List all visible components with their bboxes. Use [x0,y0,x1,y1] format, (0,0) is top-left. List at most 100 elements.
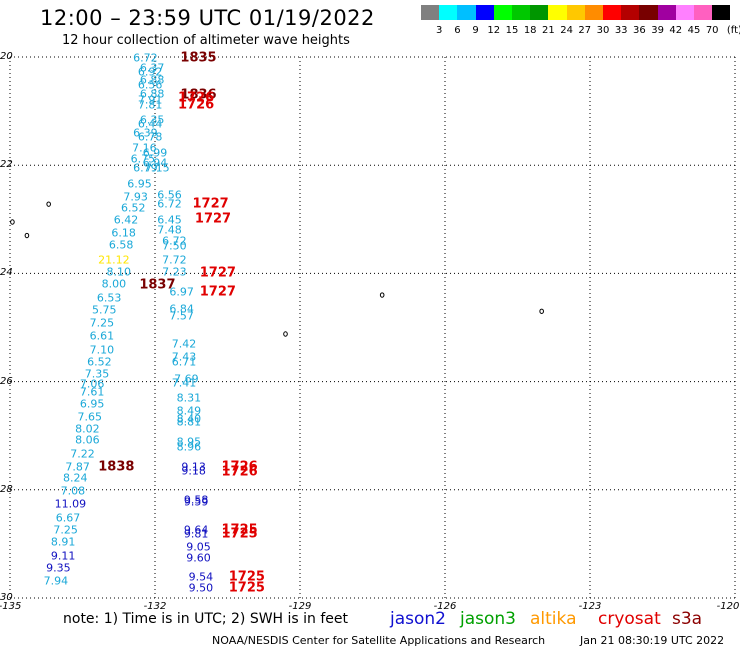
wave-height-label: 9.13 [181,460,206,474]
wave-height-label: 9.05 [186,540,211,554]
wave-height-label: 6.37 [139,61,165,75]
lat-tick-label: 20 [0,51,13,62]
legend-label: 18 [523,25,537,36]
legend-swatch [548,5,567,20]
wave-height-label: 7.15 [145,161,170,175]
wave-height-label: 9.50 [188,581,214,595]
legend-swatch [694,5,713,20]
wave-height-label: 8.81 [176,415,202,429]
legend-swatch [421,5,440,20]
pass-time-label: 1727 [199,265,236,281]
wave-height-label: 9.54 [188,570,214,584]
wave-height-label: 7.69 [174,372,199,386]
legend-label: 3 [436,25,443,36]
wave-height-label: 6.42 [113,213,139,227]
legend-label: 24 [560,25,573,36]
wave-height-label: 8.95 [176,435,202,449]
legend-swatch [457,5,476,20]
generated-timestamp: Jan 21 08:30:19 UTC 2022 [580,634,725,647]
pass-time-label: 1835 [180,50,217,66]
wave-height-label: 6.18 [111,226,136,240]
legend-label: 70 [705,25,719,36]
legend-swatch [584,5,603,20]
legend-swatch [512,5,531,20]
legend-swatch [603,5,622,20]
wave-height-label: 7.93 [123,190,148,204]
wave-height-label: 6.95 [127,177,152,191]
lon-tick-label: -132 [143,601,167,612]
island-marker [379,292,385,298]
legend-swatch [493,5,512,20]
wave-height-label: 9.64 [183,523,209,537]
wave-height-label: 7.57 [169,309,194,323]
wave-height-label: 9.11 [50,549,76,563]
wave-height-label: 6.99 [142,146,168,160]
lat-tick-label: 22 [0,159,13,171]
wave-height-label: 6.56 [137,78,163,92]
island-marker [283,331,288,337]
island-marker [539,308,544,314]
pass-time-label: 1727 [199,284,236,300]
wave-height-label: 6.35 [139,113,165,127]
lon-tick-label: -123 [578,601,602,612]
wave-height-label: 8.06 [75,433,100,447]
pass-time-label: 1726 [177,97,215,113]
island-marker [10,219,15,225]
legend-label: 39 [651,25,664,36]
legend-label: 12 [487,25,501,36]
island-marker [46,201,51,207]
lat-tick-label: 24 [0,267,13,279]
wave-height-label: 6.88 [139,73,165,87]
wave-height-label: 7.23 [162,265,187,279]
legend-label: 42 [669,25,683,36]
satellite-s3a: s3a [672,609,703,629]
legend-label: 45 [687,25,701,36]
wave-height-label: 6.72 [157,197,182,211]
wave-height-label: 5.75 [92,303,117,317]
pass-time-label: 1725 [228,580,265,596]
legend-label: 15 [505,25,519,36]
wave-height-label: 9.59 [183,495,209,509]
wave-height-label: 6.39 [133,126,158,140]
legend-label: 30 [596,25,610,36]
legend-swatch [675,5,694,20]
wave-height-label: 6.78 [137,130,163,144]
wave-height-label: 9.18 [181,464,206,478]
lon-tick-label: -120 [716,601,740,612]
wave-height-label: 6.61 [89,329,115,343]
wave-height-label: 7.16 [132,141,157,155]
legend-label: 33 [614,25,628,36]
wave-height-label: 7.25 [89,316,115,330]
wave-height-label: 7.81 [137,98,163,112]
wave-height-label: 7.08 [60,484,86,498]
legend-label: 21 [542,25,555,36]
satellite-altika: altika [530,609,577,629]
wave-height-label: 6.67 [55,511,81,525]
legend-label: 6 [454,25,461,36]
legend-swatch [439,5,458,20]
lat-tick-label: 30 [0,592,13,603]
legend-label: 9 [472,25,479,36]
wave-height-label: 7.10 [89,343,115,357]
pass-time-label: 1726 [221,464,258,480]
wave-height-label: 7.87 [65,460,90,474]
lon-tick-label: -129 [288,601,312,612]
wave-height-label: 9.60 [186,551,211,565]
credit-line: NOAA/NESDIS Center for Satellite Applica… [212,634,546,647]
wave-height-label: 6.72 [162,234,187,248]
legend-swatch [566,5,585,20]
pass-time-label: 1725 [221,522,258,538]
wave-height-label: 8.10 [106,265,132,279]
wave-height-label: 6.95 [79,397,105,411]
page-title: 12:00 – 23:59 UTC 01/19/2022 [40,6,375,30]
legend-swatch [657,5,676,20]
wave-height-label: 6.56 [157,188,182,202]
wave-height-label: 8.96 [176,440,202,454]
wave-height-label: 7.94 [43,574,69,588]
satellite-jason3: jason3 [460,609,516,629]
pass-time-label: 1725 [228,569,265,585]
legend-swatch [712,5,731,20]
lat-tick-label: 26 [0,375,13,387]
page-subtitle: 12 hour collection of altimeter wave hei… [62,33,350,48]
